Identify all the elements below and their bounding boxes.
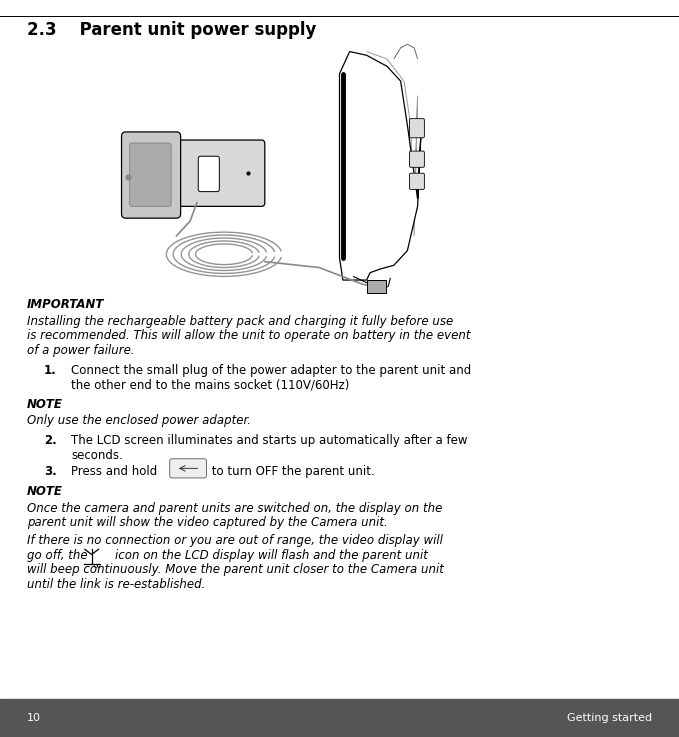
Text: 2.3    Parent unit power supply: 2.3 Parent unit power supply (27, 21, 316, 38)
Text: seconds.: seconds. (71, 449, 123, 461)
Text: to turn OFF the parent unit.: to turn OFF the parent unit. (208, 466, 375, 478)
Bar (0, 699, 679, 737)
Text: Installing the rechargeable battery pack and charging it fully before use: Installing the rechargeable battery pack… (27, 315, 454, 327)
Text: 2.: 2. (44, 434, 57, 447)
Text: parent unit will show the video captured by the Camera unit.: parent unit will show the video captured… (27, 517, 388, 529)
FancyBboxPatch shape (198, 156, 219, 192)
Polygon shape (340, 52, 421, 280)
Text: 00: 00 (94, 564, 101, 569)
FancyBboxPatch shape (122, 132, 181, 218)
Text: IMPORTANT: IMPORTANT (27, 298, 105, 311)
Text: The LCD screen illuminates and starts up automatically after a few: The LCD screen illuminates and starts up… (71, 434, 468, 447)
FancyBboxPatch shape (170, 140, 265, 206)
FancyBboxPatch shape (409, 151, 424, 167)
Text: icon on the LCD display will flash and the parent unit: icon on the LCD display will flash and t… (115, 548, 428, 562)
Text: 3.: 3. (44, 466, 57, 478)
FancyBboxPatch shape (170, 458, 206, 478)
Text: Once the camera and parent units are switched on, the display on the: Once the camera and parent units are swi… (27, 501, 443, 514)
Text: Connect the small plug of the power adapter to the parent unit and: Connect the small plug of the power adap… (71, 363, 471, 377)
Text: Getting started: Getting started (567, 713, 652, 723)
Text: will beep continuously. Move the parent unit closer to the Camera unit: will beep continuously. Move the parent … (27, 563, 444, 576)
FancyBboxPatch shape (367, 280, 386, 293)
Text: NOTE: NOTE (27, 398, 63, 411)
Text: go off, the: go off, the (27, 548, 88, 562)
Text: 1.: 1. (44, 363, 57, 377)
FancyBboxPatch shape (409, 173, 424, 189)
Text: NOTE: NOTE (27, 485, 63, 497)
Text: 10: 10 (27, 713, 41, 723)
FancyBboxPatch shape (409, 119, 424, 138)
Text: If there is no connection or you are out of range, the video display will: If there is no connection or you are out… (27, 534, 443, 547)
Text: the other end to the mains socket (110V/60Hz): the other end to the mains socket (110V/… (71, 378, 350, 391)
Text: until the link is re-established.: until the link is re-established. (27, 579, 206, 591)
FancyBboxPatch shape (130, 143, 171, 206)
Text: is recommended. This will allow the unit to operate on battery in the event: is recommended. This will allow the unit… (27, 329, 471, 343)
Text: of a power failure.: of a power failure. (27, 344, 135, 357)
Text: Only use the enclosed power adapter.: Only use the enclosed power adapter. (27, 414, 251, 427)
Text: Press and hold: Press and hold (71, 466, 158, 478)
